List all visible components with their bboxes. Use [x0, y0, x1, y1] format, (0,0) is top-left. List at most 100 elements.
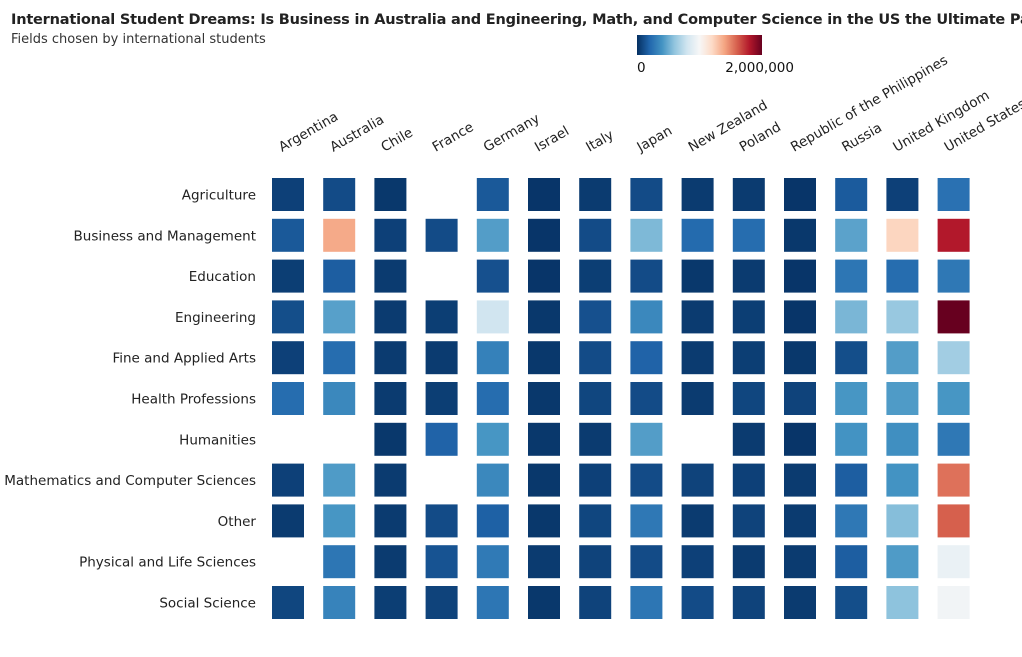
y-label-physical-and-life-sciences: Physical and Life Sciences [79, 555, 256, 571]
heatmap-cell [732, 382, 765, 415]
legend-max-label: 2,000,000 [725, 60, 794, 76]
heatmap-cell [323, 586, 356, 619]
heatmap-cell [272, 218, 304, 252]
heatmap-cell [681, 178, 714, 211]
heatmap-cell [784, 463, 816, 497]
heatmap-cell [425, 382, 458, 415]
heatmap-cell [528, 259, 560, 293]
heatmap-cell [476, 341, 509, 375]
chart-title: International Student Dreams: Is Busines… [11, 12, 1022, 28]
heatmap-cell [476, 259, 509, 293]
heatmap-cell [425, 300, 458, 334]
heatmap-cell [835, 341, 868, 375]
heatmap-cell [528, 300, 560, 334]
y-label-humanities: Humanities [179, 432, 256, 448]
y-label-other: Other [218, 514, 257, 530]
heatmap-cell [374, 382, 407, 415]
x-label-chile: Chile [378, 125, 415, 156]
heatmap-cell [784, 218, 816, 252]
heatmap-cell [272, 300, 304, 334]
y-label-social-science: Social Science [159, 596, 256, 612]
heatmap-cell [528, 463, 560, 497]
heatmap-cell [272, 259, 304, 293]
heatmap-cell [272, 178, 304, 211]
heatmap-cell [937, 218, 970, 252]
heatmap-cell [886, 300, 919, 334]
heatmap-cell [937, 586, 970, 619]
heatmap-cell [732, 586, 765, 619]
heatmap-cell [579, 463, 612, 497]
heatmap-cell [681, 259, 714, 293]
heatmap-cell [835, 259, 868, 293]
heatmap-cell [732, 259, 765, 293]
x-label-germany: Germany [481, 111, 543, 156]
heatmap-cell [835, 586, 868, 619]
heatmap-cell [886, 341, 919, 375]
y-label-agriculture: Agriculture [182, 188, 256, 204]
heatmap-cell [835, 545, 868, 579]
heatmap-cell [579, 586, 612, 619]
heatmap-cell [323, 341, 356, 375]
heatmap-cell [579, 341, 612, 375]
heatmap-cell [732, 218, 765, 252]
heatmap-cell [630, 178, 663, 211]
heatmap-cell [579, 218, 612, 252]
heatmap-cell [630, 382, 663, 415]
chart-subtitle: Fields chosen by international students [11, 32, 266, 47]
heatmap-cell [784, 382, 816, 415]
heatmap-cell [886, 504, 919, 538]
heatmap-cell [374, 259, 407, 293]
heatmap-cell [681, 382, 714, 415]
y-label-engineering: Engineering [175, 310, 256, 326]
heatmap-cell [937, 382, 970, 415]
heatmap-cell [272, 463, 304, 497]
heatmap-cell [937, 463, 970, 497]
heatmap-cell [374, 463, 407, 497]
heatmap-cell [476, 382, 509, 415]
heatmap-cell [528, 218, 560, 252]
heatmap-cell [323, 178, 356, 211]
heatmap-cell [425, 422, 458, 456]
heatmap-cell [476, 178, 509, 211]
y-axis-labels: Agriculture Business and Management Educat… [4, 188, 256, 612]
heatmap-cell [374, 300, 407, 334]
heatmap-cell [323, 300, 356, 334]
heatmap-cell [630, 545, 663, 579]
x-label-japan: Japan [634, 123, 675, 156]
heatmap-cell [681, 341, 714, 375]
heatmap-cell [579, 300, 612, 334]
heatmap-cell [425, 545, 458, 579]
heatmap-cell [528, 422, 560, 456]
heatmap-cell [528, 586, 560, 619]
heatmap-cell [374, 586, 407, 619]
y-label-education: Education [189, 269, 256, 285]
heatmap-cell [374, 218, 407, 252]
heatmap-cell [784, 341, 816, 375]
heatmap-cell [630, 259, 663, 293]
heatmap-cell [425, 218, 458, 252]
heatmap-cell [937, 341, 970, 375]
heatmap-cell [579, 422, 612, 456]
heatmap-cell [476, 586, 509, 619]
heatmap-cell [272, 586, 304, 619]
heatmap-cell [681, 463, 714, 497]
heatmap-cell [425, 586, 458, 619]
heatmap-cell [937, 178, 970, 211]
heatmap-cell [579, 504, 612, 538]
y-label-mathematics-and-computer-sciences: Mathematics and Computer Sciences [4, 473, 256, 489]
heatmap-cell [630, 463, 663, 497]
heatmap-cell [630, 504, 663, 538]
heatmap-cell [374, 504, 407, 538]
heatmap-cell [784, 259, 816, 293]
heatmap-cell [732, 300, 765, 334]
x-label-italy: Italy [583, 127, 616, 156]
heatmap-cell [528, 341, 560, 375]
heatmap-cells [272, 178, 970, 619]
heatmap-cell [681, 218, 714, 252]
heatmap-cell [784, 300, 816, 334]
heatmap-cell [528, 382, 560, 415]
heatmap-cell [732, 341, 765, 375]
heatmap-cell [835, 382, 868, 415]
heatmap-cell [579, 545, 612, 579]
